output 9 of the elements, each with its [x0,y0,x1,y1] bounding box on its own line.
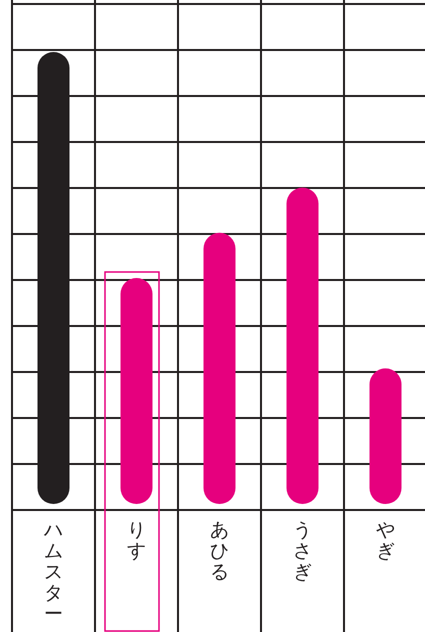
x-tick-label: ハムスター [43,519,63,625]
x-tick-label: やぎ [376,519,395,562]
bar [370,368,402,504]
bar [204,232,236,504]
x-tick-label: りす [127,519,146,562]
bar [120,278,152,504]
bar [286,188,318,504]
x-tick-label: あひる [210,519,229,583]
x-tick-label: うさぎ [293,519,312,583]
